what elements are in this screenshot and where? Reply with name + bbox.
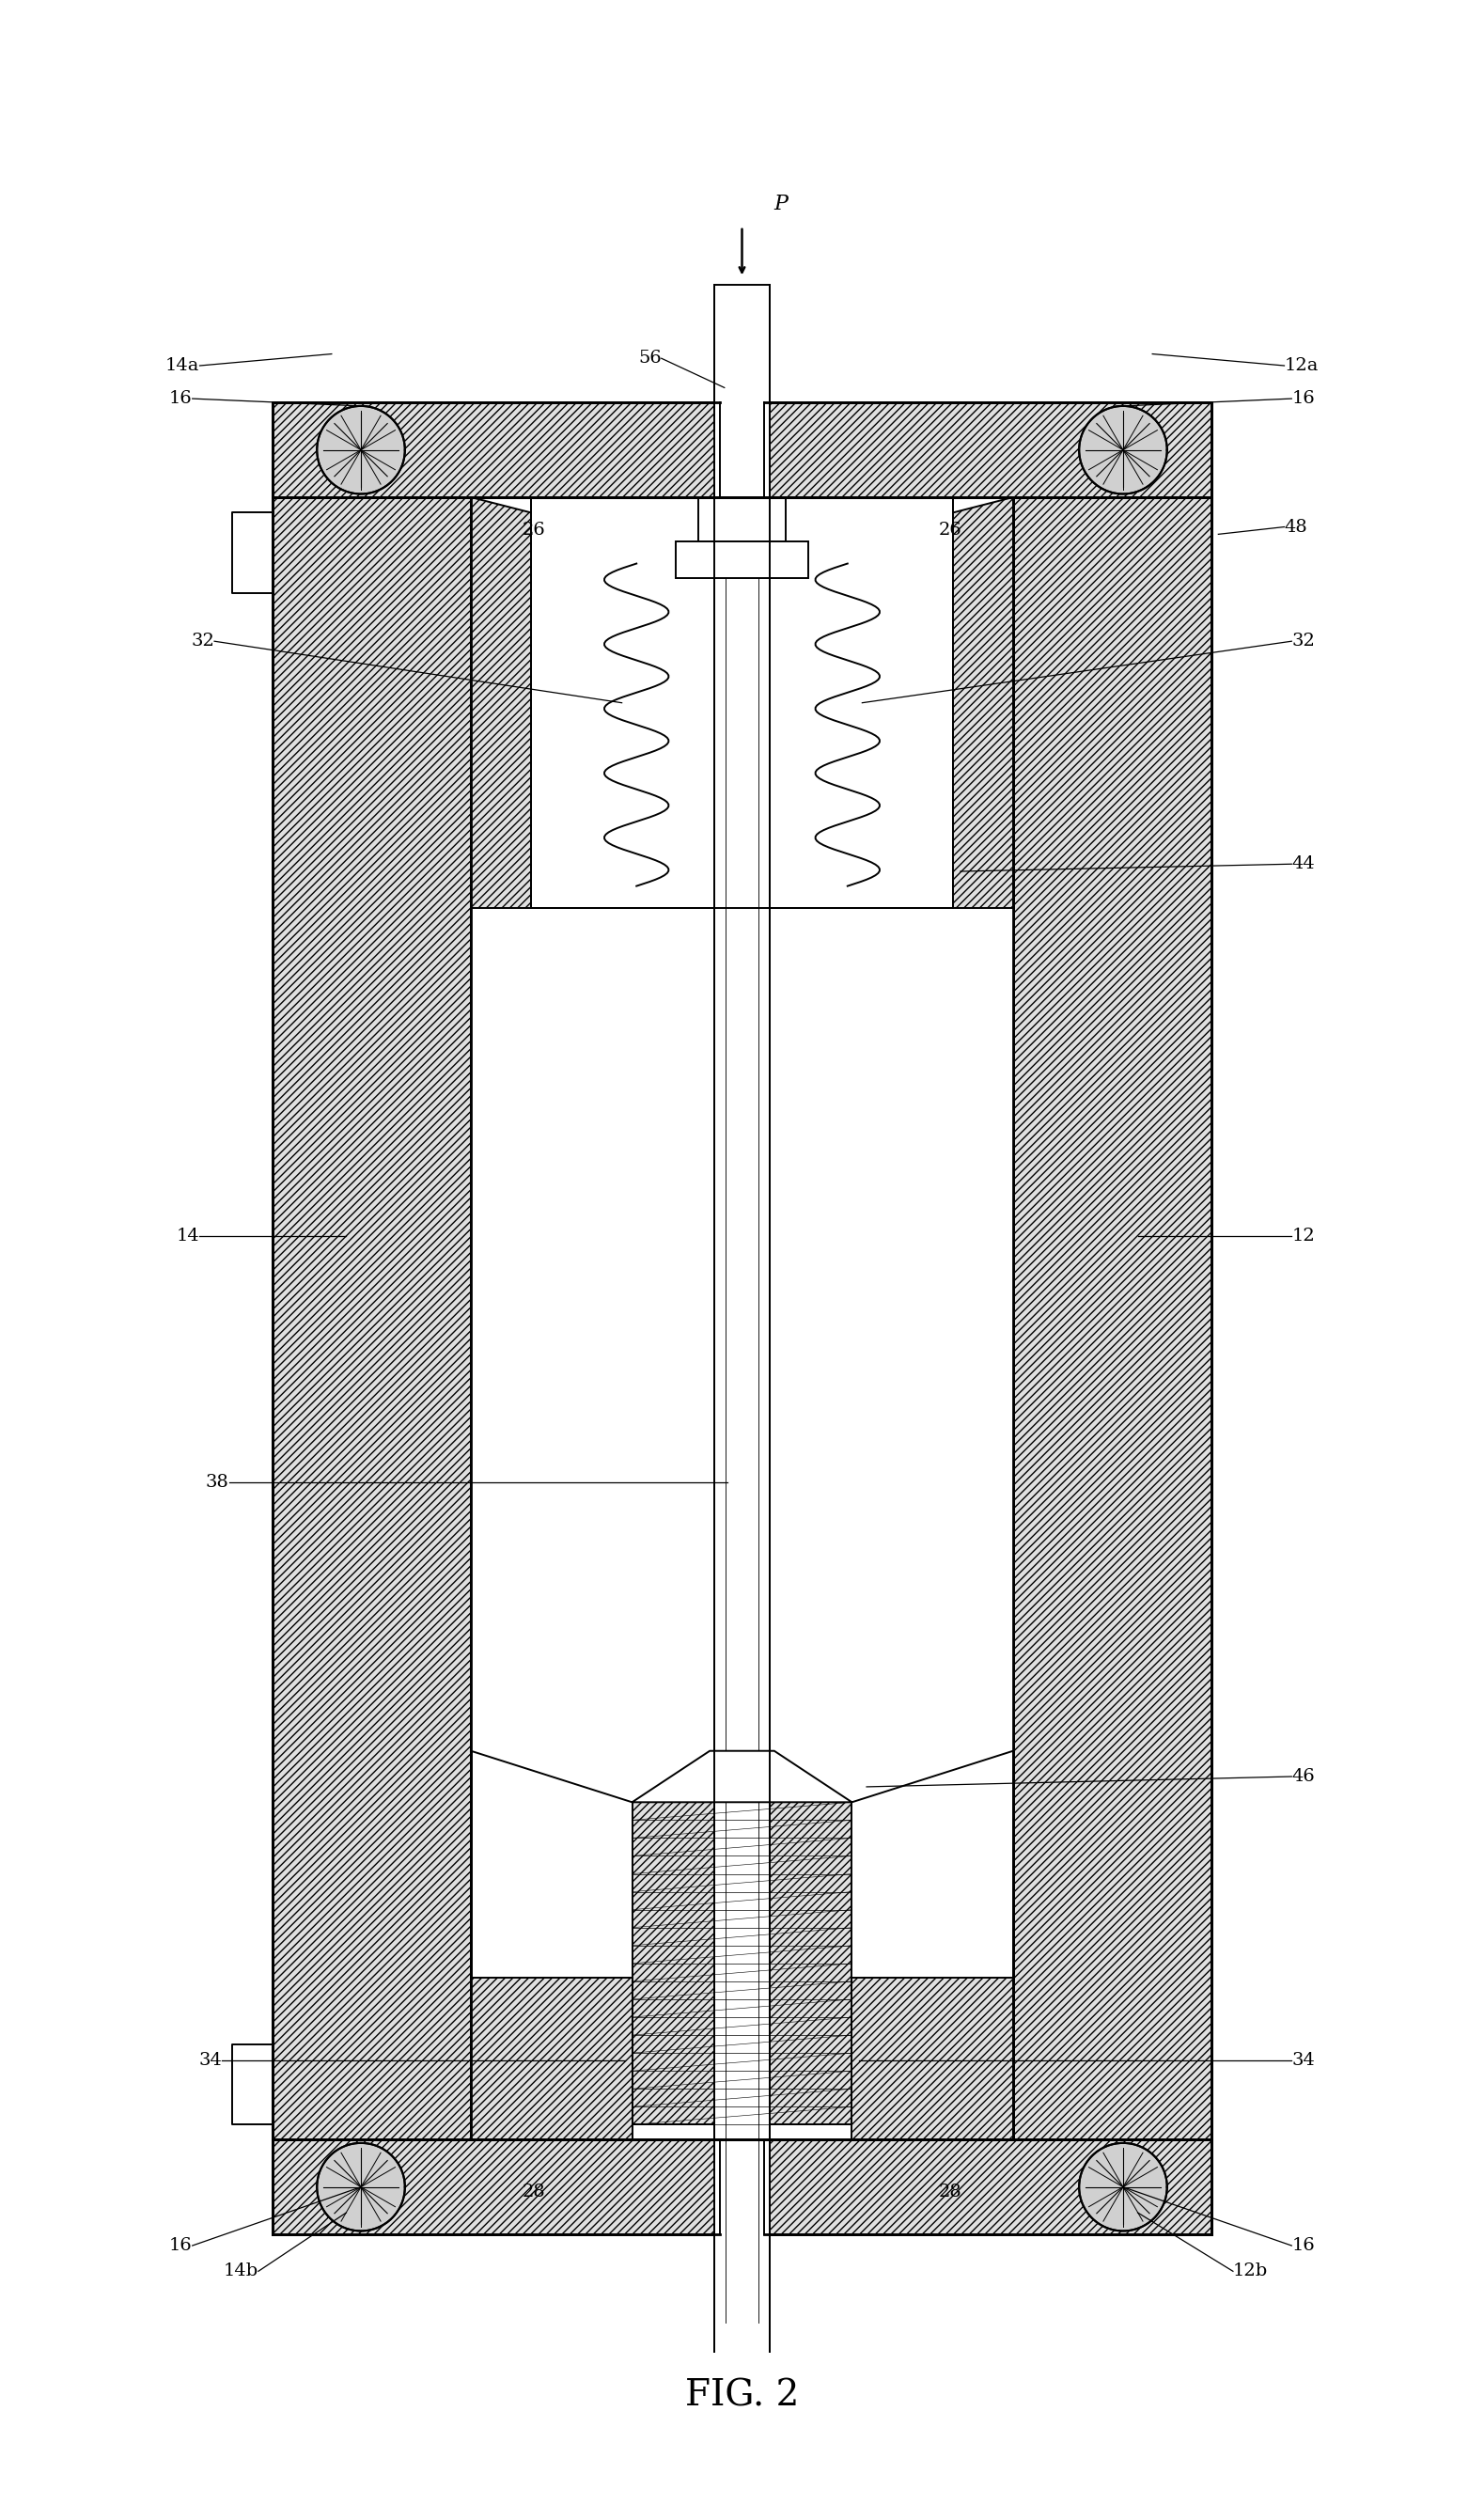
Polygon shape <box>764 403 1211 498</box>
Polygon shape <box>318 406 405 493</box>
Circle shape <box>318 2142 405 2232</box>
Polygon shape <box>318 2142 405 2232</box>
Bar <box>677 541 807 579</box>
Text: 14: 14 <box>177 1227 200 1245</box>
Text: 34: 34 <box>199 2052 221 2069</box>
Polygon shape <box>273 2139 720 2234</box>
Text: 44: 44 <box>1291 857 1315 872</box>
Text: 16: 16 <box>169 391 193 408</box>
Text: 56: 56 <box>638 351 662 366</box>
Text: 16: 16 <box>1291 391 1315 408</box>
Circle shape <box>318 406 405 493</box>
Text: 32: 32 <box>191 634 214 649</box>
Text: 32: 32 <box>1291 634 1315 649</box>
Bar <box>531 498 953 907</box>
Polygon shape <box>470 498 531 907</box>
Text: P: P <box>775 193 788 215</box>
Polygon shape <box>632 1751 852 1801</box>
Bar <box>632 1979 852 2139</box>
Polygon shape <box>632 1801 852 2124</box>
Text: 28: 28 <box>522 2184 546 2199</box>
Text: 26: 26 <box>522 521 546 539</box>
Polygon shape <box>273 403 720 498</box>
Text: 38: 38 <box>206 1473 229 1490</box>
Bar <box>470 498 1014 2139</box>
Circle shape <box>1079 406 1166 493</box>
Circle shape <box>1079 2142 1166 2232</box>
Bar <box>714 286 770 2352</box>
Text: 12: 12 <box>1291 1227 1315 1245</box>
Text: FIG. 2: FIG. 2 <box>686 2377 798 2412</box>
Text: 14a: 14a <box>166 358 200 373</box>
Bar <box>470 907 1014 1751</box>
Polygon shape <box>1014 498 1211 2139</box>
Bar <box>697 498 787 541</box>
Text: 46: 46 <box>1291 1769 1315 1786</box>
Text: 26: 26 <box>938 521 962 539</box>
Text: 28: 28 <box>938 2184 962 2199</box>
Text: 12a: 12a <box>1284 358 1318 373</box>
Polygon shape <box>472 498 1012 556</box>
Polygon shape <box>1079 2142 1166 2232</box>
Text: 12b: 12b <box>1233 2262 1267 2280</box>
Polygon shape <box>1079 406 1166 493</box>
Polygon shape <box>852 1979 1014 2139</box>
Polygon shape <box>764 2139 1211 2234</box>
Text: 16: 16 <box>169 2237 193 2255</box>
Text: 14b: 14b <box>223 2262 258 2280</box>
Polygon shape <box>273 498 470 2139</box>
Polygon shape <box>953 498 1014 907</box>
Text: 16: 16 <box>1291 2237 1315 2255</box>
Polygon shape <box>470 1979 632 2139</box>
Text: 34: 34 <box>1291 2052 1315 2069</box>
Text: 48: 48 <box>1284 519 1307 536</box>
